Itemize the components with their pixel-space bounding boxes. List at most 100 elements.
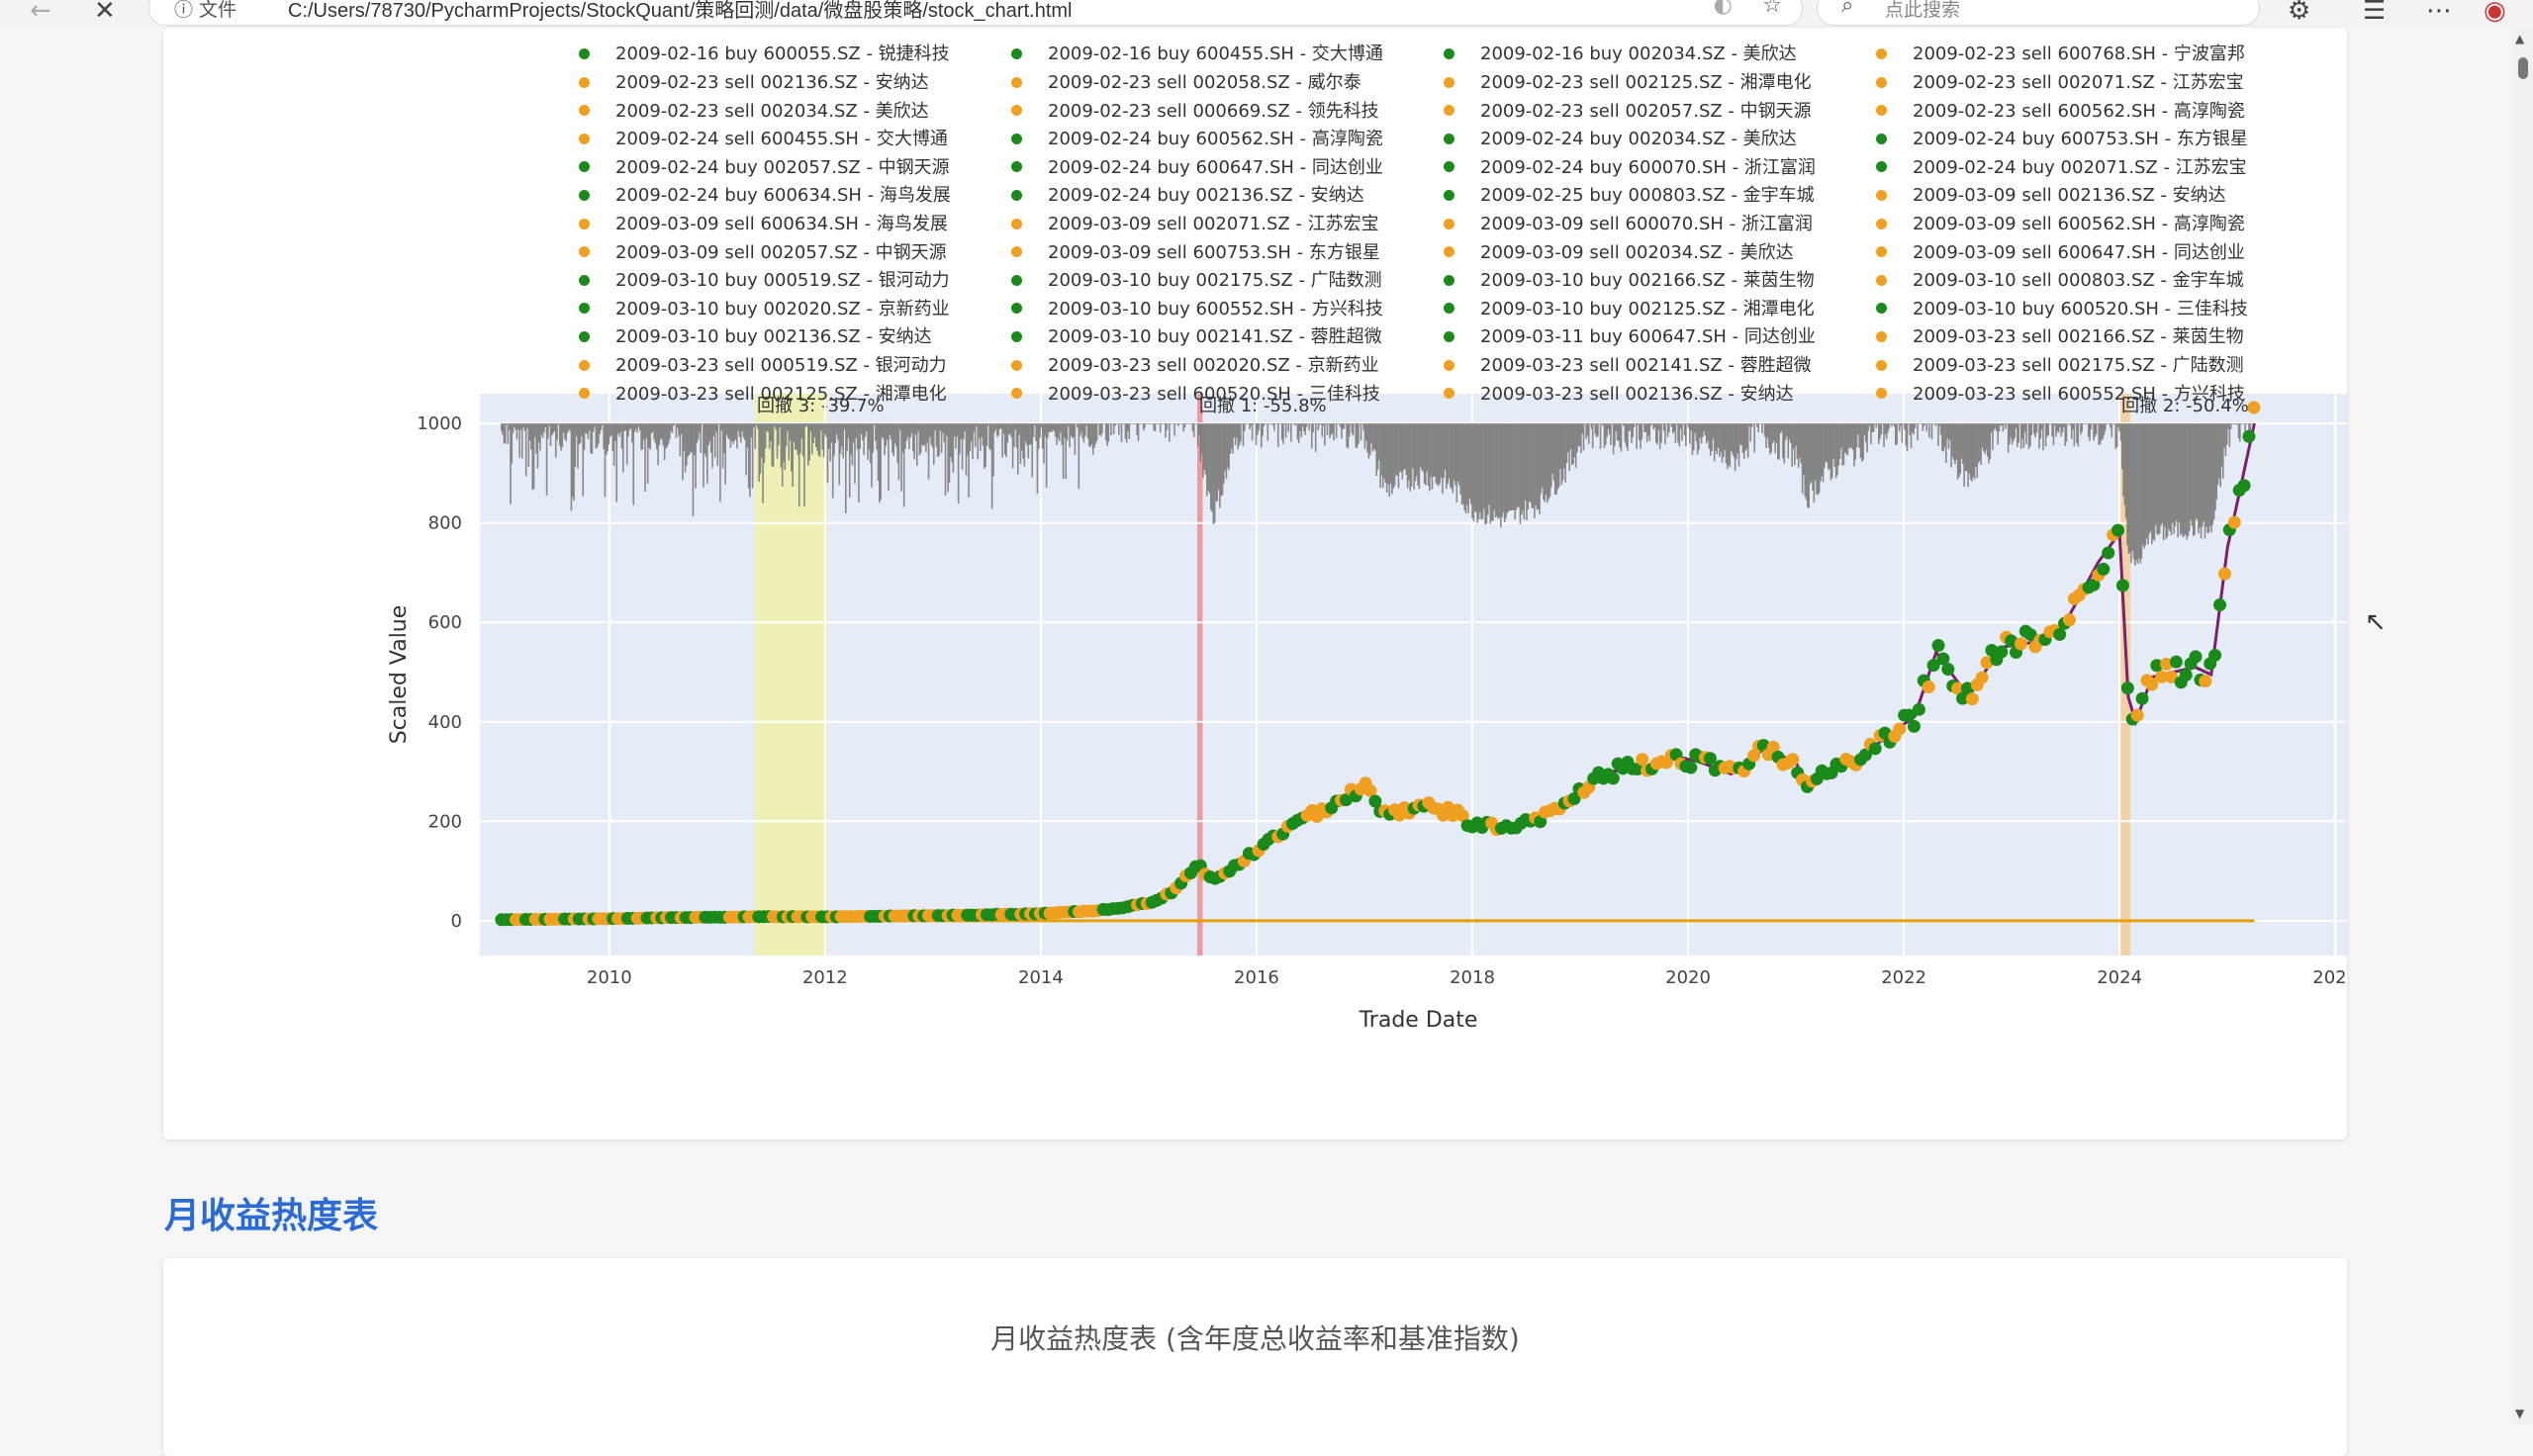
sell-marker[interactable] <box>2145 678 2159 691</box>
legend-item[interactable]: 2009-03-10 buy 002141.SZ - 蓉胜超微 <box>1011 323 1382 351</box>
legend-item[interactable]: 2009-03-10 sell 000803.SZ - 金宇车城 <box>1876 267 2244 295</box>
buy-marker[interactable] <box>1631 763 1644 776</box>
legend-item[interactable]: 2009-02-23 sell 000669.SZ - 领先科技 <box>1011 98 1379 126</box>
legend-item[interactable]: 2009-03-10 buy 002020.SZ - 京新药业 <box>579 296 950 323</box>
legend-item[interactable]: 2009-03-10 buy 600552.SH - 方兴科技 <box>1011 296 1383 323</box>
url-text[interactable]: C:/Users/78730/PycharmProjects/StockQuan… <box>288 0 1073 22</box>
legend-item[interactable]: 2009-02-24 buy 600753.SH - 东方银星 <box>1876 126 2248 153</box>
sell-marker[interactable] <box>1980 656 1994 670</box>
favorites-list-icon[interactable]: ☰ <box>2363 0 2387 26</box>
buy-marker[interactable] <box>2120 682 2134 695</box>
buy-marker[interactable] <box>1931 639 1945 653</box>
legend-item[interactable]: 2009-03-11 buy 600647.SH - 同达创业 <box>1444 323 1816 351</box>
copilot-icon[interactable]: ◉ <box>2484 0 2506 26</box>
buy-marker[interactable] <box>2150 659 2164 673</box>
sell-marker[interactable] <box>2130 708 2144 722</box>
buy-marker[interactable] <box>2023 628 2037 642</box>
sell-marker[interactable] <box>1786 753 1800 767</box>
buy-marker[interactable] <box>2097 562 2111 576</box>
back-arrow-icon[interactable]: ← <box>30 0 51 26</box>
buy-marker[interactable] <box>1903 708 1917 722</box>
legend-item[interactable]: 2009-02-25 buy 000803.SZ - 金宇车城 <box>1444 182 1815 210</box>
legend-item[interactable]: 2009-02-24 buy 002034.SZ - 美欣达 <box>1444 126 1797 153</box>
sell-marker[interactable] <box>1455 809 1469 823</box>
scrollbar-thumb[interactable] <box>2518 57 2528 79</box>
sell-marker[interactable] <box>1975 671 1989 684</box>
buy-marker[interactable] <box>2237 479 2251 493</box>
scroll-up-icon[interactable]: ▲ <box>2515 32 2525 46</box>
buy-marker[interactable] <box>1907 719 1921 733</box>
buy-marker[interactable] <box>2115 579 2129 592</box>
legend-item[interactable]: 2009-03-23 sell 002175.SZ - 广陆数测 <box>1876 352 2244 380</box>
buy-marker[interactable] <box>1534 815 1548 829</box>
sell-marker[interactable] <box>2062 613 2076 627</box>
buy-marker[interactable] <box>1339 793 1353 807</box>
sell-marker[interactable] <box>2155 670 2169 683</box>
legend-item[interactable]: 2009-02-23 sell 600768.SH - 宁波富邦 <box>1876 41 2245 68</box>
legend-item[interactable]: 2009-02-24 buy 600634.SH - 海鸟发展 <box>579 182 951 210</box>
buy-marker[interactable] <box>1368 794 1382 808</box>
buy-marker[interactable] <box>2179 668 2193 682</box>
sell-marker[interactable] <box>1951 682 1965 695</box>
buy-marker[interactable] <box>1703 752 1717 766</box>
legend-item[interactable]: 2009-03-23 sell 600552.SH - 方兴科技 <box>1876 381 2245 409</box>
buy-marker[interactable] <box>2213 598 2227 612</box>
sell-marker[interactable] <box>1766 740 1780 754</box>
legend-item[interactable]: 2009-03-09 sell 002034.SZ - 美欣达 <box>1444 239 1794 267</box>
legend-item[interactable]: 2009-03-10 buy 002175.SZ - 广陆数测 <box>1011 267 1382 295</box>
buy-marker[interactable] <box>2111 523 2125 537</box>
legend-item[interactable]: 2009-02-24 buy 600647.SH - 同达创业 <box>1011 154 1383 182</box>
legend-item[interactable]: 2009-03-09 sell 600647.SH - 同达创业 <box>1876 239 2245 267</box>
buy-marker[interactable] <box>1567 791 1581 805</box>
sell-marker[interactable] <box>1363 783 1377 797</box>
legend-item[interactable]: 2009-03-23 sell 002125.SZ - 湘潭电化 <box>579 381 947 409</box>
legend-item[interactable]: 2009-03-10 buy 002166.SZ - 莱茵生物 <box>1444 267 1815 295</box>
legend-item[interactable]: 2009-03-23 sell 600520.SH - 三佳科技 <box>1011 381 1380 409</box>
buy-marker[interactable] <box>2135 691 2149 705</box>
buy-marker[interactable] <box>2208 648 2222 662</box>
legend-item[interactable]: 2009-02-23 sell 002058.SZ - 威尔泰 <box>1011 69 1361 97</box>
legend-item[interactable]: 2009-03-23 sell 002166.SZ - 莱茵生物 <box>1876 323 2244 351</box>
legend-item[interactable]: 2009-02-23 sell 002034.SZ - 美欣达 <box>579 98 929 126</box>
legend-item[interactable]: 2009-02-23 sell 600562.SH - 高淳陶瓷 <box>1876 98 2245 126</box>
sell-marker[interactable] <box>2217 567 2231 581</box>
legend-item[interactable]: 2009-03-23 sell 002020.SZ - 京新药业 <box>1011 352 1379 380</box>
legend-item[interactable]: 2009-03-10 buy 600520.SH - 三佳科技 <box>1876 296 2248 323</box>
sell-marker[interactable] <box>2247 401 2261 414</box>
buy-marker[interactable] <box>2087 578 2101 592</box>
legend-item[interactable]: 2009-02-24 buy 002136.SZ - 安纳达 <box>1011 182 1364 210</box>
legend-item[interactable]: 2009-03-23 sell 002141.SZ - 蓉胜超微 <box>1444 352 1812 380</box>
buy-marker[interactable] <box>2169 655 2183 669</box>
favorite-star-icon[interactable]: ☆ <box>1762 0 1782 18</box>
legend-item[interactable]: 2009-03-09 sell 600070.SH - 浙江富润 <box>1444 211 1813 238</box>
legend-item[interactable]: 2009-02-23 sell 002057.SZ - 中钢天源 <box>1444 98 1812 126</box>
legend-item[interactable]: 2009-02-16 buy 600055.SZ - 锐捷科技 <box>579 41 950 68</box>
buy-marker[interactable] <box>1858 748 1872 762</box>
buy-marker[interactable] <box>1912 702 1925 716</box>
legend-item[interactable]: 2009-03-10 buy 000519.SZ - 银河动力 <box>579 267 950 295</box>
legend-item[interactable]: 2009-03-10 buy 002125.SZ - 湘潭电化 <box>1444 296 1815 323</box>
sell-marker[interactable] <box>2014 637 2027 651</box>
buy-marker[interactable] <box>1868 742 1882 756</box>
legend-item[interactable]: 2009-03-09 sell 600562.SH - 高淳陶瓷 <box>1876 211 2245 238</box>
sell-marker[interactable] <box>1893 722 1907 736</box>
legend-item[interactable]: 2009-02-23 sell 002136.SZ - 安纳达 <box>579 69 929 97</box>
buy-marker[interactable] <box>2189 650 2203 664</box>
sell-marker[interactable] <box>1922 681 1935 694</box>
legend-item[interactable]: 2009-03-09 sell 600634.SH - 海鸟发展 <box>579 211 948 238</box>
buy-marker[interactable] <box>1926 659 1940 673</box>
legend-item[interactable]: 2009-03-09 sell 002136.SZ - 安纳达 <box>1876 182 2226 210</box>
legend-item[interactable]: 2009-02-23 sell 002071.SZ - 江苏宏宝 <box>1876 69 2244 97</box>
sell-marker[interactable] <box>2227 515 2241 529</box>
legend-item[interactable]: 2009-03-09 sell 600753.SH - 东方银星 <box>1011 239 1380 267</box>
legend-item[interactable]: 2009-02-16 buy 600455.SH - 交大博通 <box>1011 41 1383 68</box>
legend-item[interactable]: 2009-02-24 buy 002057.SZ - 中钢天源 <box>579 154 950 182</box>
buy-marker[interactable] <box>1606 772 1620 785</box>
buy-marker[interactable] <box>1956 691 1970 705</box>
buy-marker[interactable] <box>1960 682 1974 695</box>
close-icon[interactable]: ✕ <box>94 0 116 26</box>
sell-marker[interactable] <box>2164 670 2178 683</box>
read-aloud-icon[interactable]: ◐ <box>1713 0 1733 18</box>
buy-marker[interactable] <box>2005 634 2018 648</box>
buy-marker[interactable] <box>1684 761 1698 774</box>
